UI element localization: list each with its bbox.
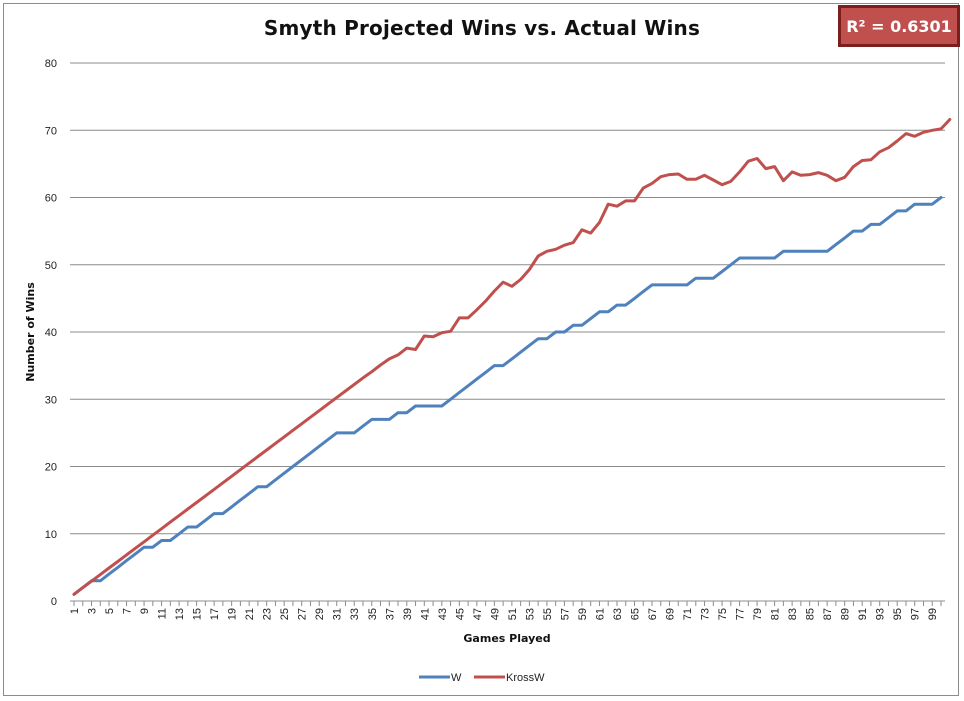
x-tick-label: 63: [612, 608, 624, 620]
series-line-krossw: [72, 118, 952, 596]
x-tick-label: 45: [454, 608, 466, 620]
x-tick-label: 15: [192, 608, 204, 620]
x-tick-label: 31: [332, 608, 344, 620]
y-axis-ticks: 0 10 20 30 40 50 60 70 80: [45, 58, 57, 608]
y-tick-label: 10: [45, 529, 57, 541]
x-tick-label: 59: [577, 608, 589, 620]
x-tick-label: 89: [840, 608, 852, 620]
chart-title: Smyth Projected Wins vs. Actual Wins: [263, 16, 701, 40]
x-axis-label: Games Played: [463, 632, 550, 645]
series-line-w: [72, 196, 943, 596]
x-tick-label: 79: [752, 608, 764, 620]
x-tick-label: 47: [472, 608, 484, 620]
x-tick-label: 57: [559, 608, 571, 620]
y-tick-label: 0: [51, 596, 57, 608]
x-tick-label: 25: [279, 608, 291, 620]
x-tick-label: 91: [857, 608, 869, 620]
x-tick-label: 49: [489, 608, 501, 620]
x-tick-label: 83: [787, 608, 799, 620]
chart-frame: [3, 3, 959, 696]
x-tick-label: 95: [892, 608, 904, 620]
x-tick-label: 3: [87, 608, 99, 614]
x-tick-label: 81: [770, 608, 782, 620]
x-tick-label: 35: [367, 608, 379, 620]
x-tick-label: 1: [69, 608, 81, 614]
x-tick-label: 67: [647, 608, 659, 620]
x-tick-label: 17: [209, 608, 221, 620]
y-tick-label: 80: [45, 58, 57, 70]
x-tick-label: 19: [227, 608, 239, 620]
legend-label-krossw: KrossW: [506, 672, 545, 684]
legend: W KrossW: [419, 672, 545, 684]
x-tick-label: 75: [717, 608, 729, 620]
x-tick-label: 37: [384, 608, 396, 620]
x-tick-label: 23: [262, 608, 274, 620]
x-tick-label: 13: [174, 608, 186, 620]
y-tick-label: 30: [45, 394, 57, 406]
x-tick-label: 43: [437, 608, 449, 620]
x-tick-label: 53: [524, 608, 536, 620]
x-axis-ticks: 1 3 5 7 9 11 13 15 17 19 21 23 25 27 29 31 33 35 37 39 41 43 4…: [69, 608, 939, 620]
y-tick-label: 50: [45, 260, 57, 272]
x-tick-label: 99: [927, 608, 939, 620]
x-tick-label: 7: [122, 608, 134, 614]
x-tick-label: 71: [682, 608, 694, 620]
x-tick-label: 41: [419, 608, 431, 620]
x-tick-label: 5: [104, 608, 116, 614]
x-tick-label: 73: [700, 608, 712, 620]
x-tick-label: 69: [665, 608, 677, 620]
x-tick-label: 29: [314, 608, 326, 620]
x-tick-label: 39: [402, 608, 414, 620]
x-axis: [70, 600, 945, 606]
x-tick-label: 93: [875, 608, 887, 620]
x-tick-label: 87: [822, 608, 834, 620]
legend-label-w: W: [451, 672, 462, 684]
x-tick-label: 55: [542, 608, 554, 620]
r-squared-badge: R² = 0.6301: [838, 5, 960, 47]
x-tick-label: 9: [139, 608, 151, 614]
y-tick-label: 20: [45, 462, 57, 474]
y-tick-label: 60: [45, 193, 57, 205]
x-tick-label: 77: [735, 608, 747, 620]
x-tick-label: 51: [507, 608, 519, 620]
x-tick-label: 11: [157, 608, 169, 619]
x-tick-label: 27: [297, 608, 309, 620]
series-lines: [72, 118, 952, 596]
x-tick-label: 97: [910, 608, 922, 620]
x-tick-label: 33: [349, 608, 361, 620]
y-tick-label: 70: [45, 125, 57, 137]
x-tick-label: 65: [629, 608, 641, 620]
x-tick-label: 61: [594, 608, 606, 620]
y-tick-label: 40: [45, 327, 57, 339]
x-tick-label: 85: [805, 608, 817, 620]
gridlines: [70, 62, 945, 535]
y-axis-label: Number of Wins: [24, 282, 37, 382]
x-tick-label: 21: [244, 608, 256, 620]
